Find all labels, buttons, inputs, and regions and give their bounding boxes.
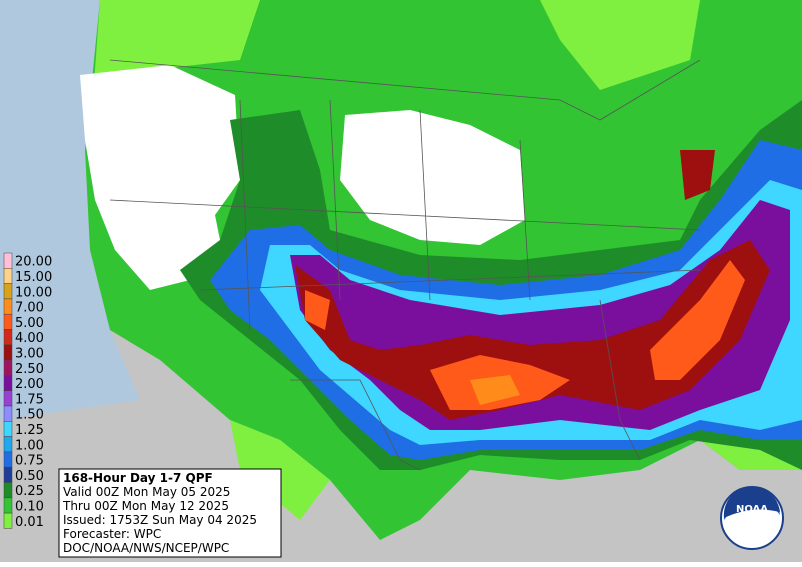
legend-swatch — [3, 298, 13, 315]
info-line: DOC/NOAA/NWS/NCEP/WPC — [63, 541, 229, 555]
legend-label: 15.00 — [15, 270, 52, 285]
legend-swatch — [3, 512, 13, 529]
legend-swatch — [3, 344, 13, 361]
precip-orange-max — [470, 375, 520, 405]
legend-label: 0.01 — [15, 515, 44, 530]
info-title: 168-Hour Day 1-7 QPF — [63, 471, 213, 485]
logo-text: NOAA — [736, 504, 768, 515]
legend-label: 10.00 — [15, 285, 52, 300]
info-line: Issued: 1753Z Sun May 04 2025 — [63, 513, 257, 527]
noaa-logo: NOAA — [720, 486, 784, 550]
legend-swatch — [3, 497, 13, 514]
precip-red — [295, 240, 770, 420]
legend-label: 7.00 — [15, 301, 44, 316]
legend-label: 0.25 — [15, 484, 44, 499]
legend-swatch — [3, 466, 13, 483]
info-box — [58, 468, 282, 558]
legend-label: 2.00 — [15, 377, 44, 392]
info-line: Valid 00Z Mon May 05 2025 — [63, 485, 230, 499]
legend-swatch — [3, 313, 13, 330]
legend-label: 20.00 — [15, 255, 52, 270]
legend-label: 1.00 — [15, 438, 44, 453]
legend-label: 1.25 — [15, 423, 44, 438]
legend-swatch — [3, 268, 13, 284]
legend-swatch — [3, 283, 13, 300]
legend-swatch — [3, 375, 13, 391]
legend-label: 3.00 — [15, 346, 44, 361]
legend-swatch — [3, 451, 13, 468]
legend-label: 2.50 — [15, 362, 44, 377]
state-lines — [109, 59, 701, 471]
dry-west — [80, 65, 240, 290]
ocean — [0, 0, 140, 420]
legend-swatch — [3, 405, 13, 422]
legend-label: 0.75 — [15, 454, 44, 469]
legend-label: 0.10 — [15, 499, 44, 514]
legend-label: 5.00 — [15, 316, 44, 331]
info-line: Forecaster: WPC — [63, 527, 161, 541]
legend-label: 1.75 — [15, 392, 44, 407]
info-line: Thru 00Z Mon May 12 2025 — [62, 499, 229, 513]
legend-swatch — [3, 359, 13, 376]
legend-swatch — [3, 421, 13, 437]
precip-red-ne — [680, 150, 715, 200]
legend-label: 1.50 — [15, 408, 44, 423]
legend-swatch — [3, 390, 13, 407]
legend-swatch — [3, 482, 13, 499]
precip-light-green — [90, 0, 802, 520]
legend-label: 0.50 — [15, 469, 44, 484]
legend: 20.0015.0010.007.005.004.003.002.502.001… — [3, 252, 52, 530]
legend-label: 4.00 — [15, 331, 44, 346]
dry-central — [340, 110, 525, 245]
precip-orange — [305, 260, 745, 410]
legend-swatch — [3, 329, 13, 346]
legend-swatch — [3, 436, 13, 453]
legend-swatch — [3, 252, 13, 269]
